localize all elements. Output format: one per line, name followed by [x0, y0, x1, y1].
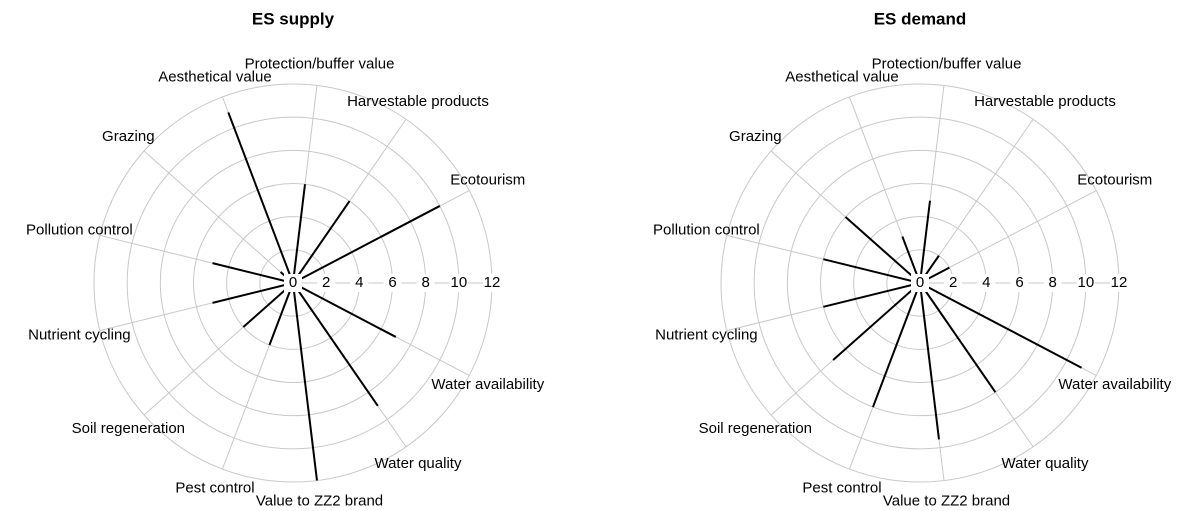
- spoke: [292, 282, 318, 481]
- category-label: Water availability: [431, 376, 544, 393]
- spoke: [292, 200, 351, 284]
- category-label: Water availability: [1058, 376, 1171, 393]
- spoke: [212, 282, 294, 304]
- tick-label-bg: [977, 274, 996, 292]
- spoke: [292, 184, 306, 284]
- tick-label-bg: [383, 274, 402, 292]
- tick-label-bg: [284, 274, 302, 292]
- radial-grid-line: [143, 150, 294, 284]
- radial-tick-label: 0: [289, 274, 297, 291]
- radial-tick-label: 10: [1077, 274, 1094, 291]
- radial-tick-label: 12: [484, 274, 501, 291]
- tick-label-bg: [1010, 274, 1029, 292]
- spoke: [872, 282, 921, 408]
- category-label: Water quality: [374, 455, 461, 472]
- tick-label-bg: [483, 274, 501, 292]
- tick-label-bg: [449, 274, 468, 292]
- radial-tick-label: 12: [1111, 274, 1128, 291]
- category-label: Grazing: [729, 128, 782, 145]
- spoke: [844, 216, 921, 284]
- category-label: Pollution control: [26, 221, 133, 238]
- category-label: Protection/buffer value: [872, 56, 1022, 73]
- tick-label-bg: [1076, 274, 1095, 292]
- category-label: Aesthetical value: [158, 68, 271, 85]
- radial-tick-label: 4: [355, 274, 363, 291]
- spoke: [268, 282, 294, 346]
- category-label: Pest control: [175, 480, 254, 497]
- spoke: [292, 282, 397, 338]
- category-label: Pollution control: [653, 221, 760, 238]
- radial-tick-label: 8: [421, 274, 429, 291]
- category-label: Aesthetical value: [785, 68, 898, 85]
- radial-tick-label: 10: [450, 274, 467, 291]
- category-label: Nutrient cycling: [28, 327, 131, 344]
- radial-tick-label: 0: [916, 274, 924, 291]
- tick-label-bg: [317, 274, 336, 292]
- spoke: [919, 282, 940, 440]
- radial-tick-label: 2: [322, 274, 330, 291]
- radial-tick-label: 4: [982, 274, 990, 291]
- chart-title: ES supply: [252, 9, 335, 28]
- spoke: [292, 282, 379, 407]
- spoke: [919, 282, 997, 393]
- spoke: [832, 282, 921, 361]
- tick-label-bg: [911, 274, 929, 292]
- spoke: [227, 112, 294, 284]
- category-label: Soil regeneration: [72, 420, 185, 437]
- radial-tick-label: 2: [949, 274, 957, 291]
- chart-title: ES demand: [874, 9, 967, 28]
- category-label: Value to ZZ2 brand: [256, 492, 383, 509]
- tick-label-bg: [416, 274, 435, 292]
- radial-tick-label: 6: [1015, 274, 1023, 291]
- category-label: Nutrient cycling: [655, 327, 758, 344]
- category-label: Grazing: [102, 128, 155, 145]
- spoke: [212, 262, 294, 284]
- spoke: [919, 200, 931, 284]
- radial-tick-label: 6: [388, 274, 396, 291]
- category-label: Soil regeneration: [699, 420, 812, 437]
- radial-tick-label: 8: [1048, 274, 1056, 291]
- category-label: Harvestable products: [974, 93, 1116, 110]
- tick-label-bg: [350, 274, 369, 292]
- category-label: Value to ZZ2 brand: [883, 492, 1010, 509]
- tick-label-bg: [1110, 274, 1128, 292]
- spoke: [823, 258, 921, 284]
- category-label: Protection/buffer value: [245, 56, 395, 73]
- spoke: [292, 205, 441, 284]
- category-label: Harvestable products: [347, 93, 489, 110]
- category-label: Ecotourism: [1077, 172, 1152, 189]
- category-label: Ecotourism: [450, 172, 525, 189]
- tick-label-bg: [944, 274, 963, 292]
- spoke: [919, 282, 1082, 369]
- category-label: Pest control: [802, 480, 881, 497]
- tick-label-bg: [1043, 274, 1062, 292]
- spoke: [823, 282, 921, 308]
- category-label: Water quality: [1001, 455, 1088, 472]
